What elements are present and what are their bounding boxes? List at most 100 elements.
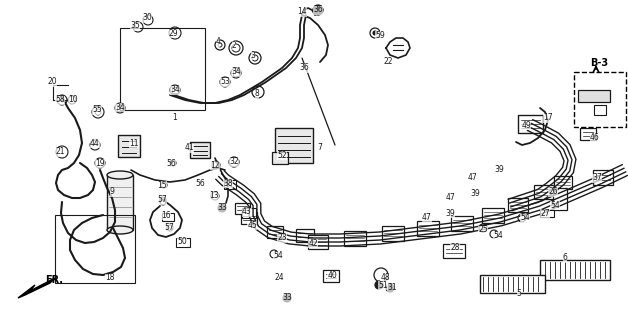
Circle shape — [490, 230, 498, 238]
Text: 39: 39 — [494, 165, 504, 174]
Text: 33: 33 — [217, 204, 227, 212]
Text: 47: 47 — [468, 173, 478, 182]
Text: 8: 8 — [254, 90, 259, 99]
Text: 14: 14 — [297, 7, 307, 17]
Circle shape — [375, 281, 383, 289]
Circle shape — [220, 77, 230, 87]
Text: 32: 32 — [229, 157, 239, 166]
Text: 43: 43 — [242, 207, 252, 217]
Text: 18: 18 — [106, 274, 115, 283]
Text: FR.: FR. — [45, 275, 63, 285]
Text: 55: 55 — [92, 106, 102, 115]
Circle shape — [479, 224, 487, 232]
Ellipse shape — [107, 171, 133, 179]
Bar — [117, 105, 123, 111]
Text: 1: 1 — [173, 114, 177, 123]
Text: 59: 59 — [375, 30, 385, 39]
Bar — [176, 238, 190, 247]
Text: 24: 24 — [274, 274, 284, 283]
Circle shape — [160, 197, 166, 203]
Circle shape — [90, 140, 100, 150]
Text: 17: 17 — [543, 114, 553, 123]
Text: 10: 10 — [68, 95, 78, 105]
Text: 54: 54 — [273, 251, 283, 260]
Ellipse shape — [107, 226, 133, 234]
Circle shape — [252, 86, 264, 98]
Text: 7: 7 — [318, 143, 322, 153]
Bar — [118, 135, 140, 157]
Circle shape — [215, 40, 225, 50]
Circle shape — [143, 15, 153, 25]
Circle shape — [115, 103, 125, 113]
Circle shape — [231, 68, 241, 78]
Bar — [55, 215, 135, 283]
Bar — [224, 180, 236, 189]
Text: 54: 54 — [520, 213, 530, 222]
Circle shape — [133, 22, 143, 32]
Bar — [554, 176, 572, 189]
Text: 23: 23 — [277, 234, 287, 243]
Text: 11: 11 — [129, 139, 139, 148]
Text: 54: 54 — [550, 201, 560, 210]
Text: 56: 56 — [166, 158, 176, 167]
Text: 46: 46 — [590, 133, 600, 142]
Bar — [267, 226, 283, 238]
Text: 12: 12 — [210, 161, 220, 170]
Text: 31: 31 — [387, 284, 397, 292]
Text: 56: 56 — [195, 179, 205, 188]
Bar — [233, 70, 239, 76]
Text: 53: 53 — [220, 77, 230, 86]
Bar — [190, 142, 210, 158]
Circle shape — [270, 250, 278, 258]
Circle shape — [56, 146, 68, 158]
Circle shape — [232, 44, 240, 52]
Text: 27: 27 — [540, 209, 550, 218]
Bar — [451, 216, 473, 231]
Circle shape — [218, 204, 226, 212]
Circle shape — [218, 43, 222, 47]
Bar — [272, 152, 288, 164]
Bar — [594, 105, 606, 115]
Text: 47: 47 — [445, 194, 455, 203]
Circle shape — [68, 96, 76, 104]
Circle shape — [229, 41, 243, 55]
Text: 44: 44 — [90, 139, 100, 148]
Bar — [553, 188, 567, 210]
Text: 34: 34 — [115, 102, 125, 111]
Text: 38: 38 — [223, 179, 233, 188]
Bar — [417, 221, 439, 236]
Circle shape — [283, 294, 291, 302]
Text: 37: 37 — [592, 173, 602, 182]
Bar — [540, 210, 554, 217]
Circle shape — [518, 214, 526, 222]
Text: 54: 54 — [493, 230, 503, 239]
Text: 42: 42 — [308, 238, 318, 247]
Circle shape — [211, 192, 219, 200]
Text: 39: 39 — [445, 209, 455, 218]
Text: B-3: B-3 — [590, 58, 608, 68]
Circle shape — [249, 52, 261, 64]
Text: 51: 51 — [378, 281, 388, 290]
Text: 26: 26 — [548, 188, 558, 196]
Circle shape — [370, 28, 380, 38]
Text: 49: 49 — [521, 121, 531, 130]
Circle shape — [95, 109, 101, 115]
Text: 20: 20 — [47, 77, 57, 86]
Bar — [580, 128, 596, 140]
Text: 3: 3 — [251, 51, 256, 60]
Circle shape — [161, 182, 167, 188]
Bar — [107, 175, 133, 230]
Text: 5: 5 — [517, 289, 521, 298]
Bar — [242, 208, 256, 218]
Bar — [482, 208, 504, 223]
Bar — [382, 226, 404, 241]
Text: 34: 34 — [170, 85, 180, 94]
Text: 57: 57 — [164, 223, 174, 233]
Bar — [578, 90, 610, 102]
Text: 33: 33 — [282, 293, 292, 302]
Circle shape — [170, 85, 180, 95]
Text: 21: 21 — [55, 148, 65, 156]
Text: 39: 39 — [470, 188, 480, 197]
Polygon shape — [18, 278, 55, 298]
Bar — [344, 231, 366, 246]
